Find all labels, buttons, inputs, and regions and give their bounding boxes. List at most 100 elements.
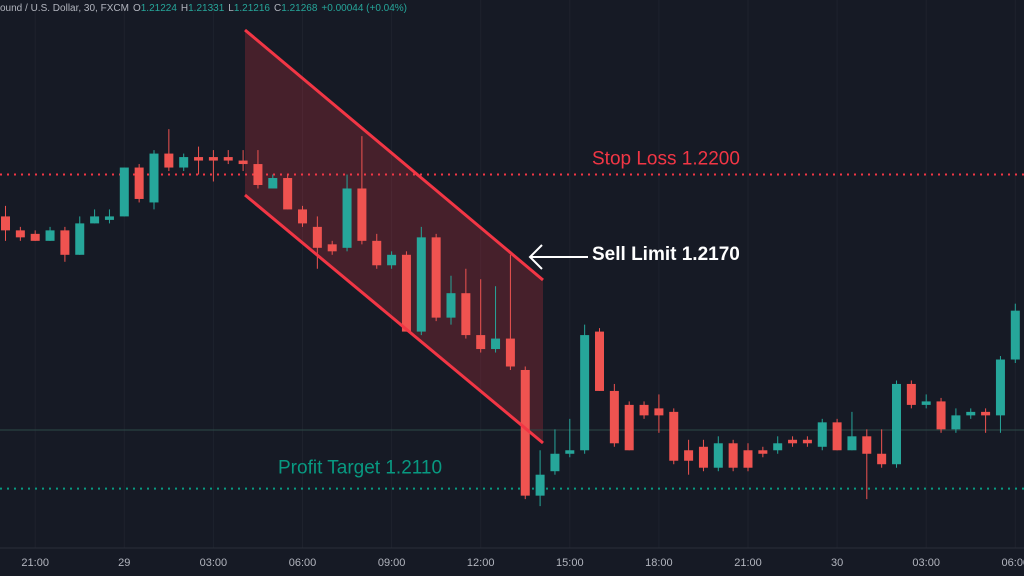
candle-body xyxy=(30,233,40,241)
candle-body xyxy=(624,404,634,451)
candle-body xyxy=(401,254,411,332)
candle-body xyxy=(936,401,946,430)
header: ound / U.S. Dollar, 30, FXCM O1.21224 H1.2… xyxy=(0,3,407,14)
ohlc-label: H xyxy=(181,3,188,14)
candle-body xyxy=(921,401,931,405)
candle-body xyxy=(966,411,976,416)
change: +0.00044 (+0.04%) xyxy=(321,3,407,14)
candle-body xyxy=(327,244,337,252)
candle-body xyxy=(1,216,10,231)
candle-body xyxy=(208,157,218,161)
x-tick-label: 21:00 xyxy=(21,557,49,569)
candle-body xyxy=(609,390,619,444)
candle-body xyxy=(520,369,530,496)
candle-body xyxy=(446,293,456,318)
x-tick-label: 03:00 xyxy=(200,557,228,569)
candle-body xyxy=(45,230,55,241)
candle-body xyxy=(372,240,382,266)
candle-body xyxy=(669,411,679,461)
candle-body xyxy=(580,335,590,451)
candle-body xyxy=(951,415,961,430)
candle-body xyxy=(862,436,872,454)
candle-body xyxy=(119,167,129,217)
x-axis: 21:00 29 03:00 06:00 09:00 12:00 15:00 18:00 21:… xyxy=(21,557,1024,569)
x-tick-label: 03:00 xyxy=(912,557,940,569)
candle-body xyxy=(788,439,798,444)
ohlc-value: 1.21224 xyxy=(141,3,178,14)
candle-body xyxy=(431,237,441,318)
candle-body xyxy=(981,411,991,416)
candle-body xyxy=(491,338,501,350)
candle-body xyxy=(90,216,100,224)
candle-body xyxy=(892,383,901,465)
candles xyxy=(1,129,1020,507)
sell-limit-label: Sell Limit 1.2170 xyxy=(592,244,740,265)
ohlc-label: O xyxy=(133,3,141,14)
candle-body xyxy=(639,404,649,416)
ohlc-value: 1.21268 xyxy=(281,3,318,14)
ohlc-label: C xyxy=(274,3,281,14)
candle-body xyxy=(223,157,233,161)
candle-body xyxy=(595,331,604,391)
candle-body xyxy=(149,153,159,203)
symbol: ound / U.S. Dollar, 30, FXCM xyxy=(0,3,129,14)
candle-body xyxy=(698,446,708,468)
header-text: ound / U.S. Dollar, 30, FXCM O1.21224 H1.2… xyxy=(0,3,407,14)
candle-body xyxy=(550,453,560,472)
candle-body xyxy=(758,450,768,454)
candle-body xyxy=(416,237,426,332)
candle-body xyxy=(75,223,85,255)
candle-body xyxy=(906,383,916,405)
candle-body xyxy=(164,153,174,168)
level-label: Stop Loss 1.2200 xyxy=(592,149,740,170)
x-tick-label: 12:00 xyxy=(467,557,495,569)
candle-body xyxy=(268,178,278,189)
x-tick-label: 29 xyxy=(118,557,130,569)
ohlc-value: 1.21331 xyxy=(188,3,225,14)
candle-body xyxy=(476,335,486,350)
candle-body xyxy=(357,188,367,241)
x-tick-label: 06:00 xyxy=(289,557,317,569)
candle-body xyxy=(728,443,738,468)
candle-body xyxy=(238,160,248,165)
x-tick-label: 09:00 xyxy=(378,557,406,569)
candle-body xyxy=(995,359,1005,416)
candle-body xyxy=(877,453,887,465)
grid xyxy=(34,0,1016,548)
candle-body xyxy=(505,338,515,367)
x-tick-label: 06:00 xyxy=(1002,557,1024,569)
candle-body xyxy=(654,408,664,416)
level-label: Profit Target 1.2110 xyxy=(278,458,442,479)
candle-body xyxy=(387,254,397,266)
candle-body xyxy=(713,443,723,468)
ohlc-value: 1.21216 xyxy=(234,3,271,14)
candle-body xyxy=(15,230,25,238)
x-tick-label: 30 xyxy=(831,557,843,569)
channel-top xyxy=(244,28,544,282)
candle-body xyxy=(283,178,293,210)
candle-body xyxy=(802,439,812,444)
candle-body xyxy=(312,226,322,248)
candle-body xyxy=(342,188,352,248)
candle-body xyxy=(847,436,857,451)
candle-body xyxy=(743,450,753,468)
channel-fill xyxy=(245,30,543,443)
candle-body xyxy=(179,157,189,168)
candle-body xyxy=(194,157,204,161)
candle-body xyxy=(134,167,144,199)
candle-body xyxy=(773,443,783,451)
channel-bottom xyxy=(244,193,544,445)
candle-body xyxy=(817,422,827,447)
candle-body xyxy=(832,422,842,451)
arrow-head xyxy=(528,244,543,270)
candle-body xyxy=(1010,310,1020,360)
candle-body xyxy=(461,293,471,336)
candle-body xyxy=(104,216,114,220)
candle-body xyxy=(565,450,575,454)
x-tick-label: 15:00 xyxy=(556,557,584,569)
candle-body xyxy=(298,209,307,224)
candle-body xyxy=(60,230,70,255)
levels: Stop Loss 1.2200 Profit Target 1.2110 xyxy=(0,149,1024,490)
